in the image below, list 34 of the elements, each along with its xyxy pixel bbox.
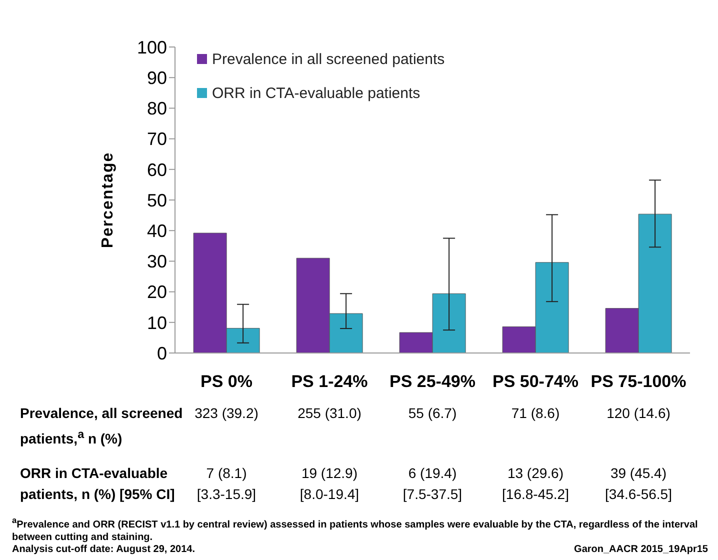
x-tick-label: PS 50-74% xyxy=(492,372,578,392)
x-tick-label: PS 25-49% xyxy=(390,372,476,392)
data-label: 13 (29.6) [16.8-45.2] xyxy=(501,464,570,504)
legend-label: Prevalence in all screened patients xyxy=(212,50,445,68)
data-label: 323 (39.2) xyxy=(194,405,258,421)
data-label: 120 (14.6) xyxy=(606,404,672,423)
data-label: 7 (8.1) [3.3-15.9] xyxy=(196,464,258,504)
y-tick-label: 40 xyxy=(146,220,167,241)
data-label: 19 (12.9) [8.0-19.4] xyxy=(298,464,360,504)
text: ORR in CTA-evaluable patients, n (%) [95% CI] xyxy=(20,464,176,504)
data-label: 71 (8.6) xyxy=(510,404,561,423)
y-tick-label: 20 xyxy=(146,282,167,302)
y-tick-label: 50 xyxy=(146,190,167,210)
y-tick-label: 60 xyxy=(146,160,167,180)
y-tick-label: 10 xyxy=(146,312,167,333)
x-tick-label: PS 1-24% xyxy=(291,372,368,392)
y-tick-label: 30 xyxy=(146,252,167,272)
legend-label: ORR in CTA-evaluable patients xyxy=(212,84,420,102)
data-label: 6 (19.4) [7.5-37.5] xyxy=(402,464,464,504)
data-label: 255 (31.0) xyxy=(296,404,362,423)
y-axis-title: Percentage xyxy=(100,152,117,248)
x-tick-label: PS 75-100% xyxy=(590,372,686,392)
data-label: 55 (6.7) xyxy=(407,404,458,423)
data-label: 39 (45.4) [34.6-56.5] xyxy=(604,464,673,504)
y-tick-label: 70 xyxy=(146,129,167,150)
text: Analysis cut-off date: August 29, 2014. xyxy=(12,544,196,555)
text: Garon_AACR 2015_19Apr15 xyxy=(574,544,708,555)
text: $^{a}$Prevalence and ORR (RECIST v1.1 by central review) assessed in patients whose samples were evaluable by the CTA, regardless of the interval between cutting and staining. xyxy=(12,514,699,544)
y-tick-label: 100 xyxy=(136,37,167,58)
y-tick-label: 80 xyxy=(146,98,167,119)
x-tick-label: PS 0% xyxy=(200,372,252,392)
y-tick-label: 90 xyxy=(146,68,167,88)
text: Prevalence, all screened patients,$^{a}$ n (%) xyxy=(20,405,183,447)
y-tick-label: 0 xyxy=(156,343,167,364)
